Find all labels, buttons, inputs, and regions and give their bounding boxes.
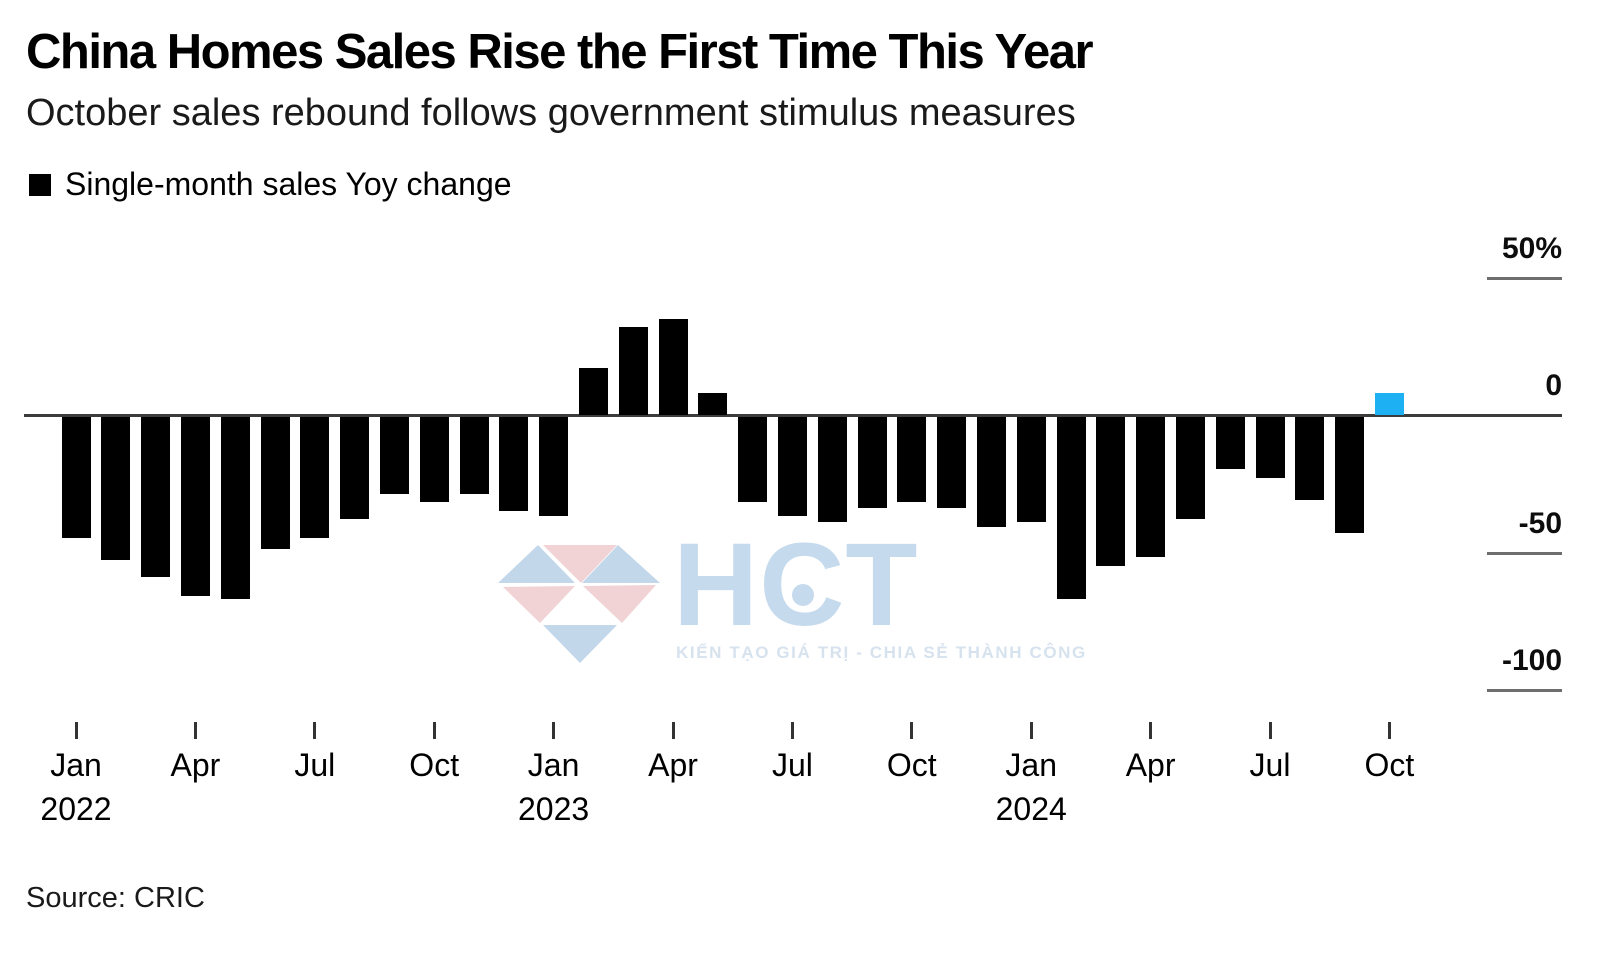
x-tick-label-oct-33: Oct [1364,747,1415,783]
bar-mar-2022 [141,417,171,577]
x-tick-mark-jan-0 [74,722,78,739]
legend-swatch-icon [29,173,51,196]
x-tick-label-oct-9: Oct [409,747,460,783]
x-year-label-2022: 2022 [40,791,112,827]
bar-mar-2023 [618,327,648,415]
x-tick-label-jul-30: Jul [1249,747,1291,783]
x-tick-mark-oct-9 [432,722,436,739]
bar-jan-2022 [61,417,91,538]
x-tick-mark-oct-21 [910,722,914,739]
bar-jul-2023 [777,417,807,516]
legend: Single-month sales Yoy change [29,166,512,203]
bar-dec-2023 [976,417,1006,527]
y-tick-line--100 [1487,689,1562,692]
bar-aug-2022 [340,417,370,519]
x-tick-label-jan-24: Jan [1005,747,1057,783]
bar-feb-2022 [101,417,131,560]
x-year-label-2023: 2023 [518,791,590,827]
bar-apr-2023 [658,318,688,415]
bar-jun-2022 [260,417,290,549]
x-tick-label-apr-27: Apr [1125,747,1176,783]
x-tick-mark-jul-30 [1268,722,1272,739]
bar-jan-2023 [539,417,569,516]
x-tick-label-apr-3: Apr [170,747,221,783]
bar-jul-2024 [1255,417,1285,478]
x-tick-mark-jan-24 [1029,722,1033,739]
page-title: China Homes Sales Rise the First Time Th… [26,25,1094,79]
bar-sep-2024 [1335,417,1365,533]
bar-jun-2023 [738,417,768,503]
bar-oct-2023 [897,417,927,503]
bar-jun-2024 [1215,417,1245,470]
bar-jan-2024 [1016,417,1046,522]
x-tick-mark-jul-18 [790,722,794,739]
bar-apr-2024 [1136,417,1166,558]
bar-sep-2023 [857,417,887,508]
bar-may-2022 [220,417,250,599]
y-tick-line-50 [1487,276,1562,280]
bar-aug-2024 [1295,417,1325,500]
bar-nov-2022 [459,417,489,494]
x-tick-mark-jul-6 [313,722,317,739]
source-note: Source: CRIC [26,882,205,914]
y-tick-label-0: 0 [1545,369,1562,402]
x-tick-label-oct-21: Oct [886,747,937,783]
x-tick-mark-oct-33 [1387,722,1391,739]
y-tick-label-50: 50% [1501,231,1562,265]
bar-aug-2023 [817,417,847,522]
x-tick-label-jul-18: Jul [771,747,813,783]
y-tick-label--50: -50 [1518,506,1562,540]
x-tick-mark-jan-12 [552,722,556,739]
bar-oct-2022 [419,417,449,503]
bar-feb-2023 [578,368,608,415]
bar-jul-2022 [300,417,330,538]
x-tick-label-jul-6: Jul [294,747,336,783]
bar-apr-2022 [180,417,210,596]
bar-mar-2024 [1096,417,1126,566]
y-tick-line--50 [1487,551,1562,555]
x-axis-zero-line [24,414,1562,417]
x-tick-label-jan-12: Jan [527,747,580,783]
bar-oct-2024 [1374,393,1404,415]
bar-dec-2022 [499,417,529,511]
bar-may-2023 [698,393,728,415]
bar-may-2024 [1175,417,1205,519]
bar-feb-2024 [1056,417,1086,599]
bar-nov-2023 [937,417,967,508]
x-tick-mark-apr-27 [1149,722,1153,739]
bar-sep-2022 [379,417,409,494]
y-tick-label--100: -100 [1501,644,1562,677]
x-year-label-2024: 2024 [995,791,1067,827]
x-tick-label-apr-15: Apr [648,747,698,783]
x-tick-mark-apr-3 [193,722,197,739]
legend-label: Single-month sales Yoy change [65,166,512,202]
chart-subtitle: October sales rebound follows government… [26,92,1076,134]
x-tick-label-jan-0: Jan [50,747,102,783]
x-tick-mark-apr-15 [671,722,675,739]
